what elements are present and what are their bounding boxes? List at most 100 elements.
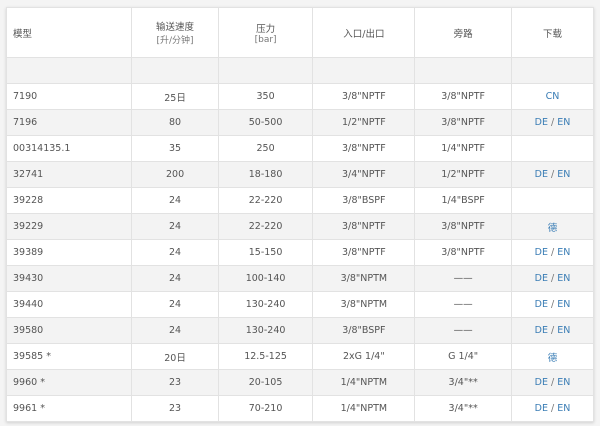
cell-flow: 20日 (131, 343, 219, 370)
download-link[interactable]: DE (534, 273, 548, 284)
cell-bypass: 3/8"NPTF (414, 83, 512, 110)
cell-model: 39389 (5, 239, 133, 266)
download-link[interactable]: EN (557, 117, 571, 128)
header-label: 旁路 (453, 28, 473, 40)
cell-pressure: 22-220 (217, 213, 314, 240)
link-separator: / (547, 247, 558, 258)
header-unit: [升/分钟] (156, 36, 194, 46)
cell-model: 39585 * (5, 343, 133, 370)
link-separator: / (547, 299, 558, 310)
download-link[interactable]: EN (557, 247, 571, 258)
download-link[interactable]: DE (534, 299, 548, 310)
download-link[interactable]: 德 (547, 352, 558, 364)
cell-pressure: 100-140 (217, 265, 314, 292)
cell-download (511, 187, 594, 214)
download-link[interactable]: DE (534, 325, 548, 336)
cell-pressure: 22-220 (217, 187, 314, 214)
table-row: 39228 24 22-220 3/8"BSPF 1/4"BSPF (5, 187, 594, 214)
cell-bypass: 3/8"NPTF (414, 109, 512, 136)
table-row: 39229 24 22-220 3/8"NPTF 3/8"NPTF 德 (5, 213, 594, 240)
cell-model: 7190 (5, 83, 133, 110)
cell-bypass: G 1/4" (414, 343, 512, 370)
product-table: 模型 输送速度 [升/分钟] 压力 [bar] 入口/出口 旁路 下载 7190 25日 350 3… (5, 7, 594, 422)
blank-row (5, 57, 594, 84)
download-link[interactable]: EN (557, 403, 571, 414)
download-link[interactable]: EN (557, 299, 571, 310)
link-separator: / (547, 377, 558, 388)
download-link[interactable]: DE (534, 247, 548, 258)
header-pressure: 压力 [bar] (217, 7, 314, 58)
cell-download: DE / EN (511, 369, 594, 396)
header-label: 输送速度 (156, 22, 195, 33)
header-row: 模型 输送速度 [升/分钟] 压力 [bar] 入口/出口 旁路 下载 (5, 7, 594, 58)
cell-download: 德 (511, 213, 594, 240)
cell-pressure: 50-500 (217, 109, 314, 136)
cell-bypass: 3/4"** (414, 369, 512, 396)
download-link[interactable]: EN (557, 169, 571, 180)
cell-model: 39580 (5, 317, 133, 344)
cell-flow: 23 (131, 369, 219, 396)
cell-download: DE / EN (511, 317, 594, 344)
cell-flow: 25日 (131, 83, 219, 110)
cell-bypass: —— (414, 265, 512, 292)
cell-download: DE / EN (511, 109, 594, 136)
cell-pressure: 130-240 (217, 317, 314, 344)
table-row: 9961 * 23 70-210 1/4"NPTM 3/4"** DE / EN (5, 395, 594, 422)
download-link[interactable]: DE (534, 377, 548, 388)
table-row: 39585 * 20日 12.5-125 2xG 1/4" G 1/4" 德 (5, 343, 594, 370)
cell-pressure: 350 (217, 83, 314, 110)
link-separator: / (547, 325, 558, 336)
cell-download: DE / EN (511, 395, 594, 422)
download-link[interactable]: EN (557, 325, 571, 336)
cell-inlet: 1/4"NPTM (312, 369, 416, 396)
cell-flow: 24 (131, 291, 219, 318)
table-row: 7190 25日 350 3/8"NPTF 3/8"NPTF CN (5, 83, 594, 110)
header-unit: [bar] (254, 34, 277, 45)
cell-flow: 35 (131, 135, 219, 162)
cell-download: DE / EN (511, 265, 594, 292)
header-label: 入口/出口 (343, 28, 385, 40)
cell-inlet: 3/8"NPTF (312, 239, 416, 266)
cell-pressure: 12.5-125 (217, 343, 314, 370)
cell-model: 9960 * (5, 369, 133, 396)
cell-model: 39228 (5, 187, 133, 214)
download-link[interactable]: EN (557, 377, 571, 388)
download-link[interactable]: DE (534, 117, 548, 128)
cell-flow: 80 (131, 109, 219, 136)
cell-download: 德 (511, 343, 594, 370)
link-separator: / (547, 117, 558, 128)
header-download: 下载 (511, 7, 594, 58)
header-flow: 输送速度 [升/分钟] (131, 7, 219, 58)
cell-flow: 24 (131, 213, 219, 240)
cell-model: 7196 (5, 109, 133, 136)
cell-inlet: 3/4"NPTF (312, 161, 416, 188)
cell-model: 00314135.1 (5, 135, 133, 162)
cell-model: 39430 (5, 265, 133, 292)
header-model: 模型 (5, 7, 133, 58)
download-link[interactable]: 德 (547, 222, 558, 234)
cell-pressure: 70-210 (217, 395, 314, 422)
download-link[interactable]: CN (545, 91, 560, 102)
download-link[interactable]: DE (534, 169, 548, 180)
header-bypass: 旁路 (414, 7, 512, 58)
cell-flow: 24 (131, 265, 219, 292)
table-row: 00314135.1 35 250 3/8"NPTF 1/4"NPTF (5, 135, 594, 162)
link-separator: / (547, 273, 558, 284)
cell-download: DE / EN (511, 161, 594, 188)
cell-inlet: 3/8"NPTF (312, 135, 416, 162)
cell-bypass: 3/8"NPTF (414, 239, 512, 266)
cell-flow: 24 (131, 317, 219, 344)
header-label: 模型 (13, 28, 33, 40)
cell-inlet: 3/8"NPTF (312, 213, 416, 240)
cell-inlet: 3/8"BSPF (312, 317, 416, 344)
cell-pressure: 18-180 (217, 161, 314, 188)
cell-inlet: 3/8"NPTF (312, 83, 416, 110)
cell-inlet: 3/8"NPTM (312, 291, 416, 318)
download-link[interactable]: EN (557, 273, 571, 284)
table-row: 39440 24 130-240 3/8"NPTM —— DE / EN (5, 291, 594, 318)
cell-pressure: 20-105 (217, 369, 314, 396)
download-link[interactable]: DE (534, 403, 548, 414)
header-label: 下载 (542, 28, 562, 40)
table-row: 7196 80 50-500 1/2"NPTF 3/8"NPTF DE / EN (5, 109, 594, 136)
cell-bypass: —— (414, 291, 512, 318)
